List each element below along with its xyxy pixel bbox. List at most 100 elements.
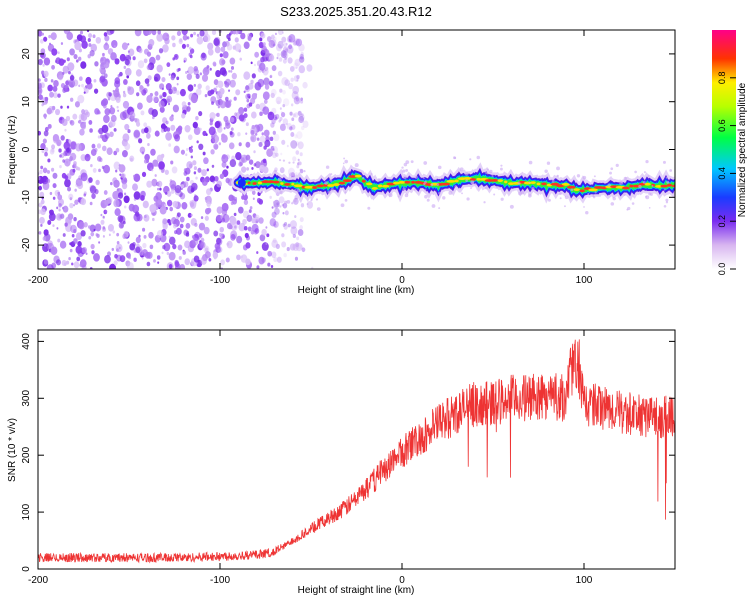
noise-speck: [261, 132, 265, 136]
noise-speck: [286, 45, 294, 54]
noise-speck: [159, 106, 165, 113]
noise-speck: [279, 123, 286, 132]
noise-speck: [270, 92, 275, 99]
noise-speck: [276, 256, 282, 263]
noise-speck: [197, 167, 202, 173]
noise-speck: [44, 77, 48, 82]
noise-speck: [276, 43, 282, 52]
spectrogram-x-tick-label: -200: [28, 275, 48, 286]
noise-speck: [225, 257, 230, 263]
noise-speck: [189, 202, 195, 208]
noise-speck: [155, 192, 162, 201]
signal-core-segment: [561, 182, 570, 186]
noise-speck: [170, 124, 176, 131]
noise-speck: [115, 96, 121, 104]
noise-speck: [79, 128, 85, 136]
noise-speck: [225, 177, 230, 184]
noise-speck: [189, 148, 194, 154]
track-speck: [327, 190, 331, 194]
noise-speck: [229, 131, 233, 135]
signal-core-segment: [301, 185, 306, 189]
noise-speck: [229, 57, 236, 65]
snr-frame: [37, 329, 676, 570]
track-speck: [546, 161, 551, 165]
noise-speck: [271, 65, 277, 72]
noise-speck: [256, 265, 260, 269]
noise-speck: [199, 127, 202, 131]
noise-speck: [230, 66, 235, 70]
track-speck: [274, 169, 277, 173]
noise-speck: [176, 30, 182, 37]
noise-speck: [68, 193, 74, 200]
noise-speck: [292, 113, 296, 118]
noise-speck: [189, 54, 193, 59]
track-speck: [280, 179, 283, 182]
spectrogram-x-tick-label: 0: [399, 275, 405, 286]
colorbar-tick-label: 0.8: [717, 72, 727, 85]
noise-speck: [274, 113, 280, 120]
noise-speck: [91, 250, 95, 255]
noise-speck: [204, 215, 209, 221]
noise-speck: [219, 53, 223, 58]
noise-speck: [246, 167, 250, 171]
noise-speck: [103, 32, 108, 37]
noise-speck: [47, 123, 52, 129]
noise-speck: [123, 79, 128, 85]
track-speck: [279, 190, 283, 195]
noise-speck: [129, 155, 135, 162]
noise-speck: [102, 145, 107, 152]
noise-speck: [273, 36, 277, 41]
noise-speck: [282, 223, 286, 227]
noise-speck: [169, 206, 174, 212]
noise-speck: [156, 164, 159, 167]
noise-speck: [151, 109, 158, 118]
track-speck: [442, 196, 446, 200]
noise-speck: [89, 49, 95, 57]
noise-speck: [168, 236, 176, 245]
track-speck: [576, 174, 581, 178]
noise-speck: [73, 217, 77, 222]
noise-speck: [300, 97, 303, 101]
noise-speck: [211, 30, 217, 36]
noise-speck: [275, 96, 282, 105]
snr-x-tick-label: 100: [576, 575, 593, 586]
track-speck: [414, 175, 418, 179]
noise-speck: [222, 51, 229, 59]
track-speck: [650, 193, 653, 196]
track-speck: [663, 188, 666, 191]
noise-speck: [149, 204, 157, 213]
noise-speck: [87, 38, 91, 43]
noise-speck: [43, 130, 49, 137]
noise-speck: [282, 89, 286, 95]
track-speck: [476, 155, 481, 160]
signal-core-segment: [361, 179, 366, 183]
noise-speck: [296, 236, 300, 241]
noise-speck: [271, 118, 276, 125]
noise-speck: [201, 74, 209, 82]
noise-speck: [295, 66, 298, 69]
noise-speck: [115, 93, 119, 97]
noise-speck: [56, 259, 61, 266]
track-speck: [354, 163, 359, 168]
noise-speck: [73, 203, 76, 207]
noise-speck: [107, 97, 111, 101]
noise-speck: [211, 164, 215, 168]
noise-speck: [132, 183, 138, 191]
noise-speck: [288, 82, 294, 90]
noise-speck: [278, 119, 281, 123]
noise-speck: [123, 56, 127, 61]
noise-speck: [51, 144, 56, 150]
noise-speck: [83, 109, 89, 116]
noise-speck: [76, 34, 83, 42]
noise-speck: [143, 159, 148, 164]
noise-speck: [219, 87, 225, 95]
track-speck: [329, 178, 333, 182]
noise-speck: [286, 122, 292, 130]
colorbar-tick-label: 0.6: [717, 119, 727, 132]
noise-speck: [153, 259, 156, 263]
track-speck: [617, 191, 619, 194]
noise-speck: [255, 103, 261, 110]
noise-speck: [190, 145, 193, 149]
noise-speck: [222, 213, 230, 223]
